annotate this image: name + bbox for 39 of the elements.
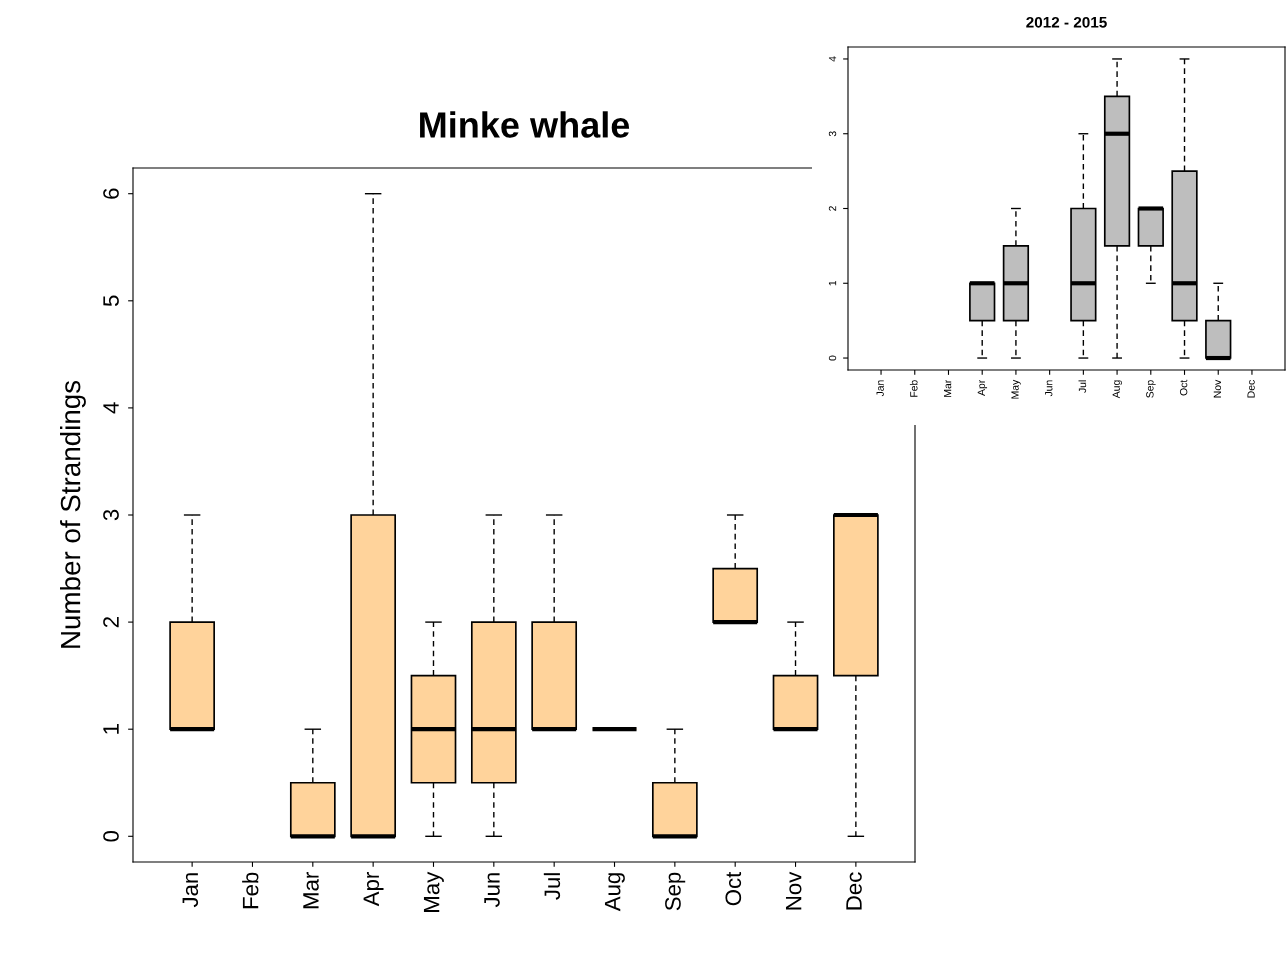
y-tick-label: 1	[828, 280, 837, 286]
y-axis-title: Number of Strandings	[60, 380, 86, 648]
y-tick-label: 1	[103, 724, 119, 734]
y-tick-label: 0	[103, 830, 119, 842]
x-tick-label: Aug	[604, 873, 625, 912]
y-tick-label: 6	[103, 188, 119, 199]
x-tick-label: Jul	[1078, 380, 1087, 393]
chart-title: Minke whale	[420, 111, 630, 138]
x-tick-label: Nov	[1213, 379, 1222, 398]
y-tick-label: 2	[828, 206, 837, 211]
x-tick-label: Dec	[846, 872, 862, 910]
y-tick-label: 0	[828, 355, 837, 361]
x-tick-label: Feb	[909, 380, 918, 397]
chart-title: 2012 - 2015	[1026, 16, 1107, 28]
x-tick-label: Jun	[1045, 380, 1053, 397]
y-tick-label: 3	[828, 131, 837, 137]
x-tick-label: Sep	[665, 872, 686, 911]
x-tick-label: Mar	[303, 872, 319, 909]
x-tick-label: Jan	[182, 873, 199, 908]
x-tick-label: May	[1011, 379, 1021, 399]
x-tick-label: May	[423, 871, 444, 912]
x-tick-label: Jan	[876, 380, 884, 397]
y-tick-label: 4	[103, 402, 119, 414]
y-tick-label: 4	[828, 56, 837, 62]
x-tick-label: Oct	[1179, 379, 1188, 396]
y-tick-label: 5	[103, 295, 119, 307]
x-tick-label: Jun	[484, 873, 500, 908]
x-tick-label: Apr	[363, 872, 384, 907]
x-tick-label: Feb	[242, 872, 259, 909]
x-tick-label: Sep	[1146, 380, 1156, 398]
y-tick-label: 3	[103, 509, 119, 521]
y-tick-label: 2	[103, 617, 119, 628]
x-tick-label: Oct	[725, 871, 742, 906]
x-tick-label: Jul	[543, 873, 561, 900]
x-tick-label: Mar	[944, 379, 952, 397]
x-tick-label: Nov	[785, 871, 802, 910]
x-tick-label: Dec	[1247, 380, 1255, 398]
x-tick-label: Aug	[1112, 380, 1122, 399]
x-tick-label: Apr	[977, 379, 988, 396]
